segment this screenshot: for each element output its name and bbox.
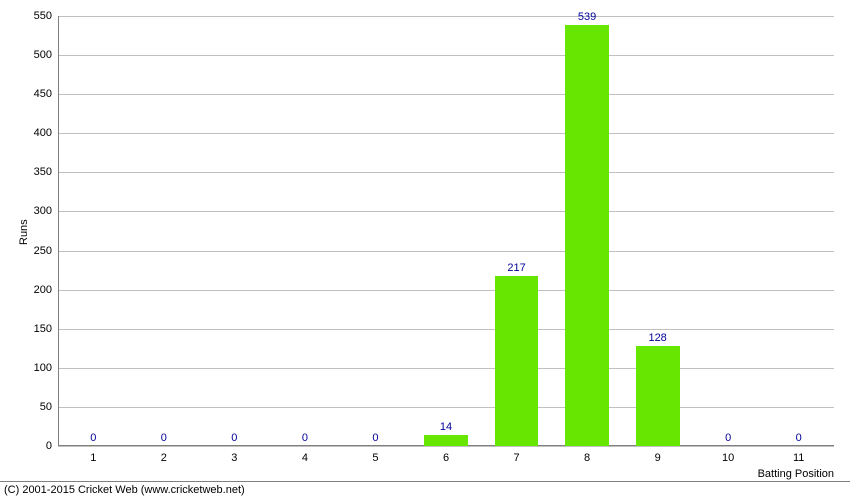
bar: 539 bbox=[565, 25, 609, 446]
x-tick-label: 3 bbox=[231, 446, 237, 464]
x-tick-label: 1 bbox=[90, 446, 96, 464]
y-axis-line bbox=[58, 16, 59, 446]
gridline bbox=[58, 55, 834, 56]
x-axis-title: Batting Position bbox=[758, 468, 834, 480]
gridline bbox=[58, 211, 834, 212]
bar: 217 bbox=[495, 276, 539, 446]
gridline bbox=[58, 329, 834, 330]
gridline bbox=[58, 407, 834, 408]
bar-value-label: 0 bbox=[302, 432, 308, 446]
bar-value-label: 0 bbox=[161, 432, 167, 446]
x-tick-label: 2 bbox=[161, 446, 167, 464]
gridline bbox=[58, 251, 834, 252]
y-tick-label: 150 bbox=[34, 323, 58, 335]
gridline bbox=[58, 290, 834, 291]
gridline bbox=[58, 172, 834, 173]
x-tick-label: 6 bbox=[443, 446, 449, 464]
x-tick-label: 10 bbox=[722, 446, 734, 464]
bar: 14 bbox=[424, 435, 468, 446]
y-tick-label: 50 bbox=[40, 401, 58, 413]
y-tick-label: 200 bbox=[34, 284, 58, 296]
y-tick-label: 300 bbox=[34, 205, 58, 217]
copyright-text: (C) 2001-2015 Cricket Web (www.cricketwe… bbox=[4, 484, 245, 496]
copyright-divider bbox=[0, 481, 850, 482]
y-tick-label: 0 bbox=[46, 440, 58, 452]
x-tick-label: 5 bbox=[372, 446, 378, 464]
y-tick-label: 500 bbox=[34, 49, 58, 61]
plot-area: 0501001502002503003504004505005501020304… bbox=[58, 16, 834, 446]
bar-value-label: 539 bbox=[578, 11, 596, 25]
gridline bbox=[58, 368, 834, 369]
chart-container: 0501001502002503003504004505005501020304… bbox=[0, 0, 850, 500]
x-tick-label: 9 bbox=[655, 446, 661, 464]
bar-value-label: 14 bbox=[440, 421, 452, 435]
bar-value-label: 128 bbox=[648, 332, 666, 346]
x-tick-label: 8 bbox=[584, 446, 590, 464]
gridline bbox=[58, 133, 834, 134]
y-tick-label: 550 bbox=[34, 10, 58, 22]
x-tick-label: 11 bbox=[793, 446, 804, 464]
bar-value-label: 0 bbox=[796, 432, 802, 446]
y-tick-label: 450 bbox=[34, 88, 58, 100]
x-tick-label: 4 bbox=[302, 446, 308, 464]
bar-value-label: 217 bbox=[507, 262, 525, 276]
gridline bbox=[58, 16, 834, 17]
y-tick-label: 100 bbox=[34, 362, 58, 374]
bar-value-label: 0 bbox=[90, 432, 96, 446]
bar-value-label: 0 bbox=[231, 432, 237, 446]
y-tick-label: 350 bbox=[34, 166, 58, 178]
gridline bbox=[58, 94, 834, 95]
bar-value-label: 0 bbox=[725, 432, 731, 446]
y-axis-title: Runs bbox=[18, 219, 30, 245]
y-tick-label: 250 bbox=[34, 245, 58, 257]
y-tick-label: 400 bbox=[34, 127, 58, 139]
bar-value-label: 0 bbox=[372, 432, 378, 446]
bar: 128 bbox=[636, 346, 680, 446]
x-tick-label: 7 bbox=[513, 446, 519, 464]
